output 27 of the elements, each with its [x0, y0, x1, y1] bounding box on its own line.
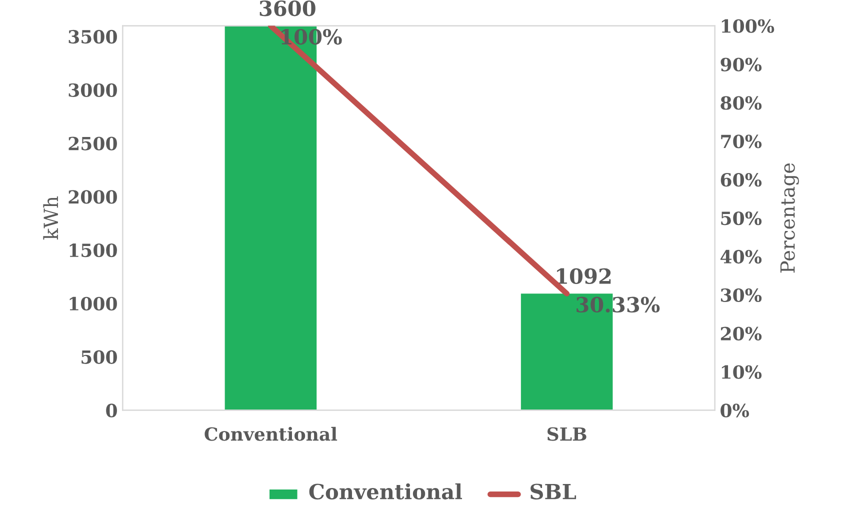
y2-tick-label: 50% — [721, 211, 762, 226]
y-tick-label: 500 — [82, 350, 117, 364]
y-tick-label: 3000 — [68, 83, 117, 97]
y2-tick-label: 20% — [720, 326, 762, 340]
y-tick-label: 0 — [106, 404, 117, 418]
y2-tick-label: 100% — [722, 19, 774, 33]
y-tick-label: 1000 — [70, 296, 117, 311]
y2-tick-label: 0% — [720, 404, 750, 418]
y-tick-label: 2000 — [68, 190, 117, 204]
x-tick-label: SLB — [548, 427, 586, 441]
y-tick-label: 3500 — [68, 30, 117, 44]
y-axis-title: kWh — [43, 196, 58, 240]
y2-tick-label: 40% — [720, 250, 762, 264]
y2-tick-label: 80% — [720, 96, 762, 110]
y-tick-label: 1500 — [70, 244, 117, 258]
data-label: 100% — [282, 28, 342, 45]
data-label: 1092 — [557, 268, 611, 284]
y2-tick-label: 70% — [721, 134, 762, 148]
data-label: 3600 — [260, 0, 316, 16]
y2-axis-title: Percentage — [780, 163, 799, 273]
legend-label: SBL — [530, 484, 576, 500]
y2-tick-label: 60% — [720, 173, 762, 187]
legend-label: Conventional — [309, 483, 462, 500]
y2-tick-label: 30% — [720, 288, 762, 302]
y2-tick-label: 90% — [720, 58, 762, 72]
y-tick-label: 2500 — [68, 136, 117, 150]
y2-tick-label: 10% — [722, 365, 762, 379]
